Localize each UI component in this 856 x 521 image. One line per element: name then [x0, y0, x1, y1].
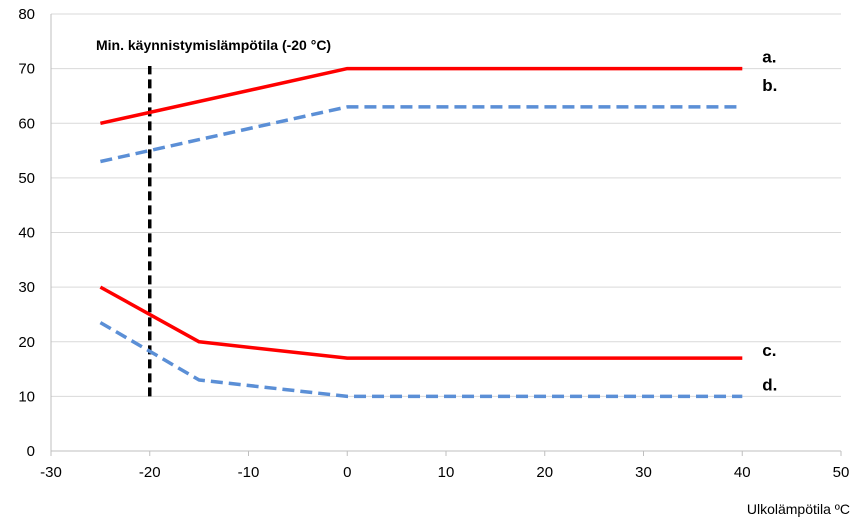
y-tick-label: 10: [18, 388, 35, 405]
x-tick-labels: -30 -20 -10 0 10 20 30 40 50: [40, 464, 849, 481]
y-tick-label: 60: [18, 115, 35, 132]
y-tick-label: 70: [18, 61, 35, 78]
y-tick-label: 30: [18, 279, 35, 296]
x-tick-label: -30: [40, 464, 62, 481]
x-tick-label: -10: [238, 464, 260, 481]
x-tick-label: 30: [635, 464, 652, 481]
annotation-group: Min. käynnistymislämpötila (-20 °C): [96, 37, 331, 397]
annotation-text: Min. käynnistymislämpötila (-20 °C): [96, 37, 331, 53]
series-labels: a. b. c. d.: [762, 48, 777, 395]
y-tick-label: 40: [18, 225, 35, 242]
series-label-b: b.: [762, 76, 777, 95]
series-line-d: [99, 321, 743, 399]
series-line-c: [99, 285, 743, 360]
axes: [50, 14, 842, 456]
x-tick-label: 50: [833, 464, 850, 481]
x-tick-label: 10: [438, 464, 455, 481]
series-label-c: c.: [762, 341, 776, 360]
gridlines: [51, 13, 841, 397]
y-tick-label: 50: [18, 170, 35, 187]
x-axis-label: Ulkolämpötila ºC: [747, 501, 850, 517]
y-tick-labels: 0 10 20 30 40 50 60 70 80: [18, 6, 35, 460]
y-tick-label: 20: [18, 334, 35, 351]
x-tick-label: 0: [343, 464, 351, 481]
x-tick-label: -20: [139, 464, 161, 481]
y-tick-label: 0: [27, 443, 35, 460]
y-tick-label: 80: [18, 6, 35, 23]
series-group: [99, 66, 743, 399]
series-label-d: d.: [762, 375, 777, 394]
x-tick-label: 40: [734, 464, 751, 481]
series-label-a: a.: [762, 48, 776, 67]
series-line-a: [100, 66, 743, 126]
x-tick-label: 20: [536, 464, 553, 481]
series-line-b: [100, 105, 743, 164]
